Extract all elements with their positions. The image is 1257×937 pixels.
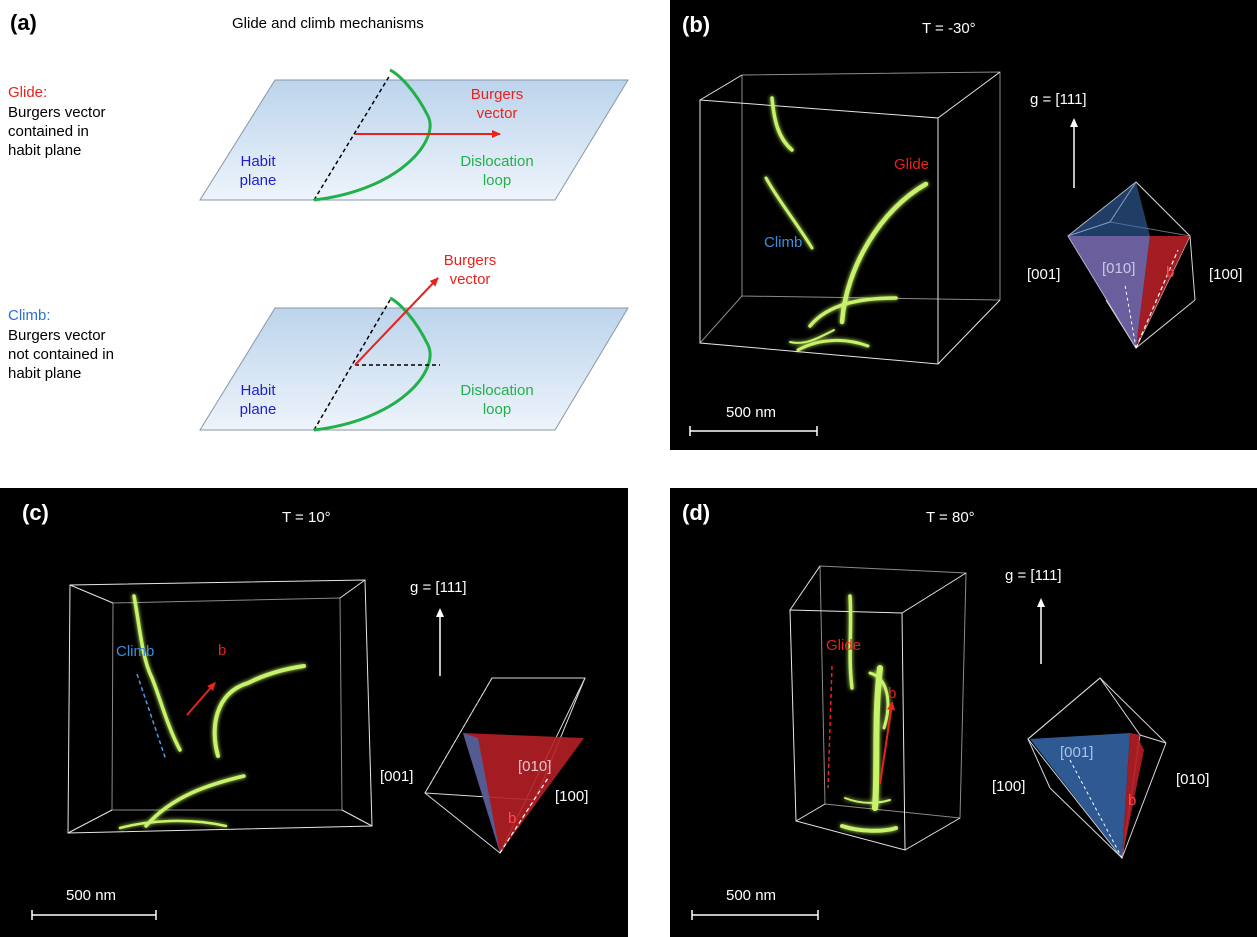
panel-b-octahedron [1067,181,1196,350]
panel-d-dislocations [840,594,898,833]
panel-d-b-label: b [1128,792,1136,809]
panel-d-octahedron [1027,677,1167,860]
glide-burgers-label-2: vector [477,105,518,122]
panel-c-volume-box [67,579,373,834]
panel-a: (a) Glide and climb mechanisms Glide: Bu… [0,0,660,450]
panel-d-b-arrow-label: b [888,685,896,702]
climb-habit-plane [199,307,629,431]
glide-desc-1: Burgers vector [8,104,106,121]
panel-d-g-vector: g = [111] [1005,567,1062,584]
climb-loop-label-2: loop [483,401,511,418]
climb-burgers-label-2: vector [450,271,491,288]
glide-desc-3: habit plane [8,142,81,159]
panel-d-axis-right: [010] [1176,771,1209,788]
glide-habit-label-2: plane [240,172,277,189]
panel-d-axis-center: [001] [1060,744,1093,761]
glide-loop-label-2: loop [483,172,511,189]
panel-b-volume-box [699,71,1001,365]
panel-b: (b) T = -30° Glide Climb g = [111] [0 [670,0,1257,450]
panel-d-axis-left: [100] [992,778,1025,795]
panel-d-glide-label: Glide [826,637,861,654]
panel-c-scale-bar [31,910,157,920]
panel-d-scale-bar [691,910,819,920]
panel-c-octahedron [424,677,586,854]
panel-b-label: (b) [682,12,710,37]
panel-c-scale-label: 500 nm [66,887,116,904]
climb-loop-label-1: Dislocation [460,382,533,399]
glide-loop-label-1: Dislocation [460,153,533,170]
panel-c-dislocations [118,594,306,830]
climb-desc-2: not contained in [8,346,114,363]
glide-dislocation-loop [313,68,432,202]
panel-c-g-vector: g = [111] [410,579,467,596]
panel-b-glide-label: Glide [894,156,929,173]
climb-habit-label-2: plane [240,401,277,418]
panel-c-b-arrow [186,681,216,716]
panel-c-climb-label: Climb [116,643,154,660]
panel-d-temperature: T = 80° [926,509,975,526]
panel-c-axis-center: [010] [518,758,551,775]
climb-dislocation-loop [313,296,432,432]
panel-c-axis-left: [001] [380,768,413,785]
panel-d-scale-label: 500 nm [726,887,776,904]
panel-b-scale-label: 500 nm [726,404,776,421]
glide-habit-plane [199,79,629,201]
panel-c-b-label: b [508,810,516,827]
panel-d-glide-trace [827,665,833,789]
climb-habit-label-1: Habit [240,382,276,399]
glide-desc-2: contained in [8,123,89,140]
glide-heading: Glide: [8,84,47,101]
climb-heading: Climb: [8,307,51,324]
panel-d-b-arrow [879,701,896,785]
panel-b-axis-right: [100] [1209,266,1242,283]
climb-burgers-label-1: Burgers [444,252,497,269]
panel-b-g-vector: g = [111] [1030,91,1087,108]
climb-desc-3: habit plane [8,365,81,382]
panel-c-temperature: T = 10° [282,509,331,526]
panel-b-axis-left: [001] [1027,266,1060,283]
panel-d-volume-box [789,565,967,851]
panel-c-axis-right: [100] [555,788,588,805]
panel-b-climb-label: Climb [764,234,802,251]
glide-plane-trace [313,74,391,201]
panel-b-svg: (b) T = -30° Glide Climb g = [111] [0 [682,12,1242,436]
panel-a-title: Glide and climb mechanisms [232,15,424,32]
panel-a-label: (a) [10,10,37,35]
panel-b-dislocations [764,96,929,352]
panel-c-label: (c) [22,500,49,525]
panel-d-svg: (d) T = 80° Glide b g = [111] [100] [001… [682,500,1209,920]
glide-burgers-label-1: Burgers [471,86,524,103]
panel-c: (c) T = 10° Climb b g = [111] [001] [010… [0,488,628,937]
panel-a-svg: (a) Glide and climb mechanisms Glide: Bu… [8,10,629,432]
panel-b-scale-bar [689,426,818,436]
panel-d-label: (d) [682,500,710,525]
glide-habit-label-1: Habit [240,153,276,170]
panel-c-climb-trace [136,673,167,761]
panel-c-b-arrow-label: b [218,642,226,659]
climb-desc-1: Burgers vector [8,327,106,344]
panel-c-svg: (c) T = 10° Climb b g = [111] [001] [010… [22,500,588,920]
panel-b-b-label: b [1166,264,1174,281]
panel-b-temperature: T = -30° [922,20,976,37]
panel-b-axis-center: [010] [1102,260,1135,277]
climb-burgers-arrow [354,277,439,366]
panel-d: (d) T = 80° Glide b g = [111] [100] [001… [670,488,1257,937]
